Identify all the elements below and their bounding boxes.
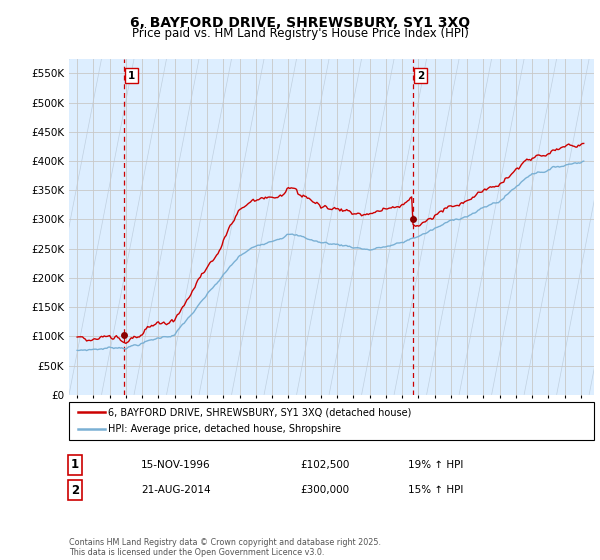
Text: £102,500: £102,500	[300, 460, 349, 470]
Text: 15-NOV-1996: 15-NOV-1996	[141, 460, 211, 470]
Text: HPI: Average price, detached house, Shropshire: HPI: Average price, detached house, Shro…	[108, 424, 341, 434]
Text: 21-AUG-2014: 21-AUG-2014	[141, 485, 211, 495]
Text: Contains HM Land Registry data © Crown copyright and database right 2025.
This d: Contains HM Land Registry data © Crown c…	[69, 538, 381, 557]
Text: 15% ↑ HPI: 15% ↑ HPI	[408, 485, 463, 495]
Text: 1: 1	[71, 458, 79, 472]
Text: Price paid vs. HM Land Registry's House Price Index (HPI): Price paid vs. HM Land Registry's House …	[131, 27, 469, 40]
Text: 2: 2	[71, 483, 79, 497]
Text: 2: 2	[416, 71, 424, 81]
Text: 1: 1	[128, 71, 135, 81]
Text: 6, BAYFORD DRIVE, SHREWSBURY, SY1 3XQ (detached house): 6, BAYFORD DRIVE, SHREWSBURY, SY1 3XQ (d…	[108, 407, 412, 417]
Text: 19% ↑ HPI: 19% ↑ HPI	[408, 460, 463, 470]
Text: 6, BAYFORD DRIVE, SHREWSBURY, SY1 3XQ: 6, BAYFORD DRIVE, SHREWSBURY, SY1 3XQ	[130, 16, 470, 30]
Text: £300,000: £300,000	[300, 485, 349, 495]
